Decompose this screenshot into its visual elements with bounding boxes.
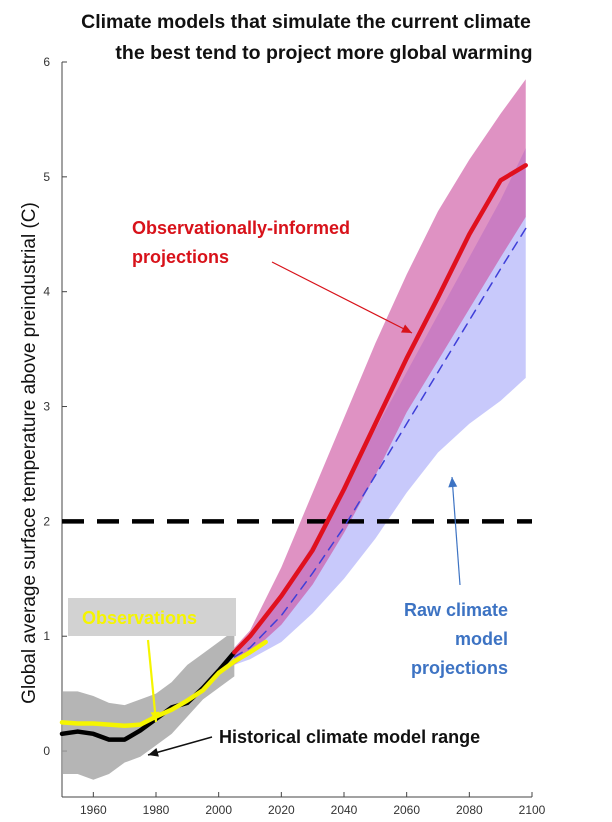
y-tick-label: 6 (43, 55, 50, 69)
raw-projections-label-line-3: projections (411, 658, 508, 678)
y-tick-label: 4 (43, 285, 50, 299)
x-tick-label: 2100 (519, 803, 546, 817)
observationally-informed-mean-line (232, 163, 528, 655)
y-tick-label: 1 (43, 629, 50, 643)
raw-projections-arrow-shaft (451, 476, 461, 586)
y-tick-label: 2 (43, 514, 50, 528)
raw-model-mean-line (233, 227, 527, 658)
observations-arrow-shaft (146, 639, 158, 723)
y-tick-label: 3 (43, 400, 50, 414)
historical-climate-model-range-band (62, 630, 235, 780)
observations-label-box (68, 598, 236, 636)
observations-line (59, 639, 268, 729)
x-tick-label: 2020 (268, 803, 295, 817)
x-tick-label: 2080 (456, 803, 483, 817)
historical-range-arrow-head (148, 747, 159, 757)
chart-title-line-2: the best tend to project more global war… (115, 42, 533, 64)
historical-range-label: Historical climate model range (219, 727, 480, 747)
x-tick-label: 2060 (393, 803, 420, 817)
y-tick-label: 0 (43, 744, 50, 758)
observations-arrow-head (150, 711, 160, 722)
raw-projections-label-line-2: model (455, 629, 508, 649)
raw-climate-model-projections-band (234, 148, 526, 665)
x-tick-label: 2040 (331, 803, 358, 817)
x-tick-label: 1960 (80, 803, 107, 817)
raw-projections-label-line-1: Raw climate (404, 600, 508, 620)
observationally-informed-label-line-1: Observationally-informed (132, 218, 350, 238)
observationally-informed-arrow-head (401, 324, 412, 333)
observations-label: Observations (82, 608, 197, 628)
chart-title-line-1: Climate models that simulate the current… (81, 11, 531, 33)
x-tick-label: 1980 (143, 803, 170, 817)
observationally-informed-arrow-shaft (271, 261, 413, 334)
x-tick-label: 2000 (205, 803, 232, 817)
y-tick-label: 5 (43, 170, 50, 184)
historical-range-arrow-shaft (147, 736, 213, 756)
observationally-informed-label-line-2: projections (132, 247, 229, 267)
raw-projections-arrow-head (448, 477, 458, 488)
observationally-informed-projections-band (234, 79, 526, 665)
